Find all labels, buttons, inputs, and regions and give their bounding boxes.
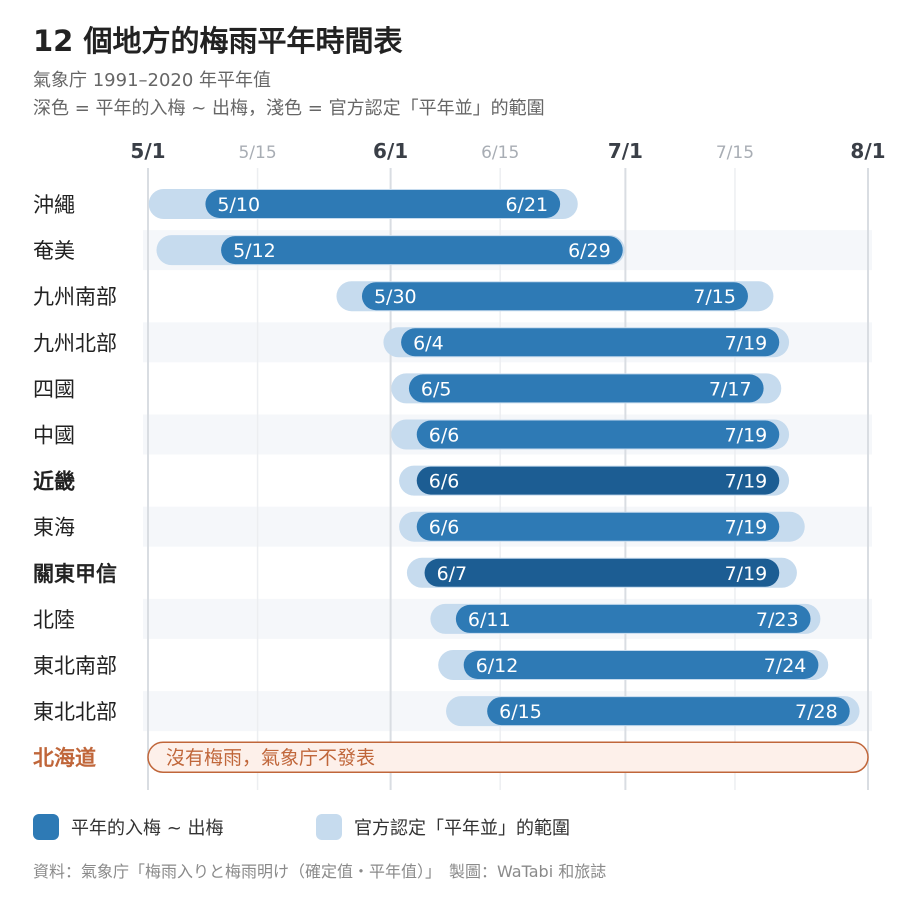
bar-end-label: 7/17	[709, 378, 752, 400]
bar-end-label: 6/21	[505, 194, 548, 216]
average-bar	[416, 512, 780, 541]
average-bar	[408, 374, 764, 403]
legend-item-range: 官方認定「平年並」的範圍	[316, 813, 570, 841]
region-label: 東海	[33, 516, 75, 540]
bar-end-label: 7/28	[795, 701, 838, 723]
region-label: 關東甲信	[33, 562, 117, 586]
x-tick-label: 5/1	[130, 139, 165, 163]
legend-label-main: 平年的入梅 ~ 出梅	[71, 818, 224, 839]
average-bar	[463, 651, 819, 679]
bar-start-label: 6/6	[429, 471, 460, 493]
bar-end-label: 7/19	[725, 471, 768, 493]
average-bar	[455, 604, 811, 633]
subtitle-legend-note: 深色 = 平年的入梅 ~ 出梅，淺色 = 官方認定「平年並」的範圍	[33, 98, 545, 119]
bar-start-label: 5/10	[217, 194, 260, 216]
region-label-hokkaido: 北海道	[33, 746, 96, 770]
average-bar	[487, 697, 850, 726]
bar-end-label: 6/29	[568, 240, 611, 262]
bar-end-label: 7/19	[725, 425, 768, 447]
region-label: 奄美	[33, 239, 75, 263]
x-tick-label-minor: 7/15	[716, 143, 754, 163]
region-label: 九州南部	[33, 285, 117, 309]
region-label: 東北南部	[33, 654, 117, 678]
bar-end-label: 7/19	[725, 517, 768, 539]
average-bar	[416, 466, 780, 495]
bar-end-label: 7/24	[764, 655, 807, 677]
bar-start-label: 6/4	[413, 332, 444, 354]
legend-label-range: 官方認定「平年並」的範圍	[354, 818, 570, 839]
bar-end-label: 7/19	[725, 563, 768, 585]
legend-item-main: 平年的入梅 ~ 出梅	[33, 813, 224, 841]
average-bar	[424, 558, 780, 587]
region-label: 中國	[33, 424, 75, 448]
average-bar	[401, 328, 780, 357]
legend-swatch-main	[33, 814, 59, 840]
bar-start-label: 5/12	[233, 240, 276, 262]
hokkaido-note: 沒有梅雨，氣象庁不發表	[166, 747, 375, 769]
region-label: 北陸	[33, 608, 75, 632]
average-bar	[205, 190, 561, 218]
x-tick-label: 6/1	[373, 139, 408, 163]
region-label: 近畿	[33, 470, 75, 494]
bar-start-label: 6/6	[429, 425, 460, 447]
x-tick-label-minor: 6/15	[481, 143, 519, 163]
average-bar	[416, 420, 780, 449]
bar-end-label: 7/19	[725, 332, 768, 354]
legend-swatch-range	[316, 814, 342, 840]
source-note: 資料：氣象庁「梅雨入りと梅雨明け（確定值・平年值）」 製圖：WaTabi 和旅誌	[33, 862, 607, 881]
average-bar	[221, 236, 623, 265]
bar-start-label: 6/6	[429, 517, 460, 539]
bar-end-label: 7/23	[756, 609, 799, 631]
region-label: 九州北部	[33, 331, 117, 355]
bar-start-label: 6/12	[476, 655, 519, 677]
x-tick-label: 8/1	[850, 139, 885, 163]
x-tick-label: 7/1	[608, 139, 643, 163]
average-bar	[361, 282, 748, 311]
region-label: 東北北部	[33, 700, 117, 724]
region-label: 沖繩	[33, 193, 75, 217]
hokkaido-note-box	[147, 741, 869, 773]
region-label: 四國	[33, 377, 75, 401]
bar-start-label: 6/11	[468, 609, 511, 631]
bar-start-label: 6/5	[421, 378, 452, 400]
bar-start-label: 5/30	[374, 286, 417, 308]
bar-end-label: 7/15	[693, 286, 736, 308]
subtitle-period: 氣象庁 1991–2020 年平年值	[33, 70, 272, 91]
x-tick-label-minor: 5/15	[238, 143, 276, 163]
bar-start-label: 6/7	[437, 563, 468, 585]
rainy-season-chart: 5/1 6/1 7/1 8/1 5/15 6/15 7/15 沖繩 5/10 6/21 奄美 5/12…	[33, 139, 886, 790]
page-title: 12 個地方的梅雨平年時間表	[33, 24, 403, 58]
bar-start-label: 6/15	[499, 701, 542, 723]
